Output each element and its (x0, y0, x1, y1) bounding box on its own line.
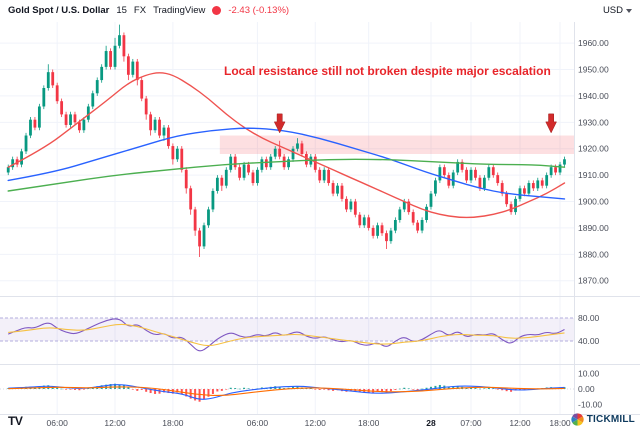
signal-line (8, 386, 565, 397)
candles (6, 24, 566, 257)
svg-text:1910.00: 1910.00 (578, 170, 609, 180)
svg-text:18:00: 18:00 (549, 418, 571, 428)
svg-text:12:00: 12:00 (509, 418, 531, 428)
currency-selector[interactable]: USD (603, 5, 632, 16)
svg-text:0.00: 0.00 (578, 384, 595, 394)
svg-text:1920.00: 1920.00 (578, 144, 609, 154)
symbol-title[interactable]: Gold Spot / U.S. Dollar (8, 5, 110, 16)
resistance-zone (219, 135, 574, 154)
exchange-label: FX (133, 5, 147, 16)
svg-text:1870.00: 1870.00 (578, 276, 609, 286)
provider-label[interactable]: TradingView (153, 5, 206, 16)
svg-text:18:00: 18:00 (162, 418, 184, 428)
svg-text:12:00: 12:00 (305, 418, 327, 428)
ma-mid-blue (7, 127, 566, 200)
ma-fast-red (7, 72, 566, 219)
svg-text:18:00: 18:00 (358, 418, 380, 428)
svg-text:07:00: 07:00 (460, 418, 482, 428)
svg-text:10.00: 10.00 (578, 369, 600, 379)
svg-text:1930.00: 1930.00 (578, 117, 609, 127)
chart-header: Gold Spot / U.S. Dollar 15 FX TradingVie… (0, 0, 640, 21)
rsi-ma (8, 323, 565, 347)
currency-label: USD (602, 5, 623, 16)
grid (0, 22, 574, 414)
ma-slow-green (7, 158, 566, 192)
down-arrow-icon (545, 113, 557, 134)
macd-line (8, 384, 565, 400)
interval-label[interactable]: 15 (116, 5, 127, 16)
svg-text:40.00: 40.00 (578, 336, 600, 346)
svg-text:1960.00: 1960.00 (578, 38, 609, 48)
tickmill-pinwheel-icon (571, 413, 584, 426)
chart-annotation: Local resistance still not broken despit… (224, 64, 551, 78)
tradingview-logo[interactable]: TV (8, 414, 23, 428)
status-dot-icon (212, 6, 222, 15)
svg-text:12:00: 12:00 (104, 418, 126, 428)
down-arrow-icon (273, 113, 286, 134)
svg-text:06:00: 06:00 (47, 418, 69, 428)
chevron-down-icon (626, 8, 632, 13)
svg-text:1950.00: 1950.00 (578, 65, 609, 75)
rsi-band (0, 318, 574, 341)
svg-text:1940.00: 1940.00 (578, 91, 609, 101)
svg-text:1890.00: 1890.00 (578, 223, 609, 233)
svg-text:06:00: 06:00 (247, 418, 269, 428)
change-text: -2.43 (-0.13%) (228, 5, 290, 16)
tickmill-wordmark: TICKMILL (586, 414, 635, 425)
svg-text:80.00: 80.00 (578, 313, 600, 323)
svg-text:1880.00: 1880.00 (578, 249, 609, 259)
tickmill-logo: TICKMILL (571, 413, 635, 426)
svg-text:-10.00: -10.00 (578, 400, 602, 410)
svg-text:1900.00: 1900.00 (578, 197, 609, 207)
svg-text:28: 28 (426, 418, 436, 428)
